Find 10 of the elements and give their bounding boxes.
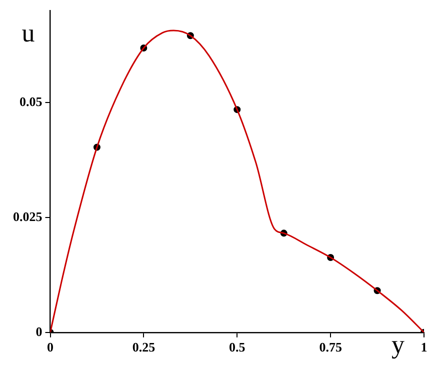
x-tick-label: 0.5 xyxy=(229,340,246,355)
x-tick-label: 0.25 xyxy=(132,340,156,355)
y-axis-title: u xyxy=(22,18,35,48)
x-axis-title: y xyxy=(392,330,404,360)
x-tick-label: 0 xyxy=(47,340,54,355)
x-tick-label: 0.75 xyxy=(319,340,342,355)
y-tick-label: 0.025 xyxy=(13,208,43,224)
y-tick-label: 0 xyxy=(36,324,42,339)
y-tick-label: 0.05 xyxy=(20,94,43,110)
x-tick-label: 1 xyxy=(420,340,428,355)
